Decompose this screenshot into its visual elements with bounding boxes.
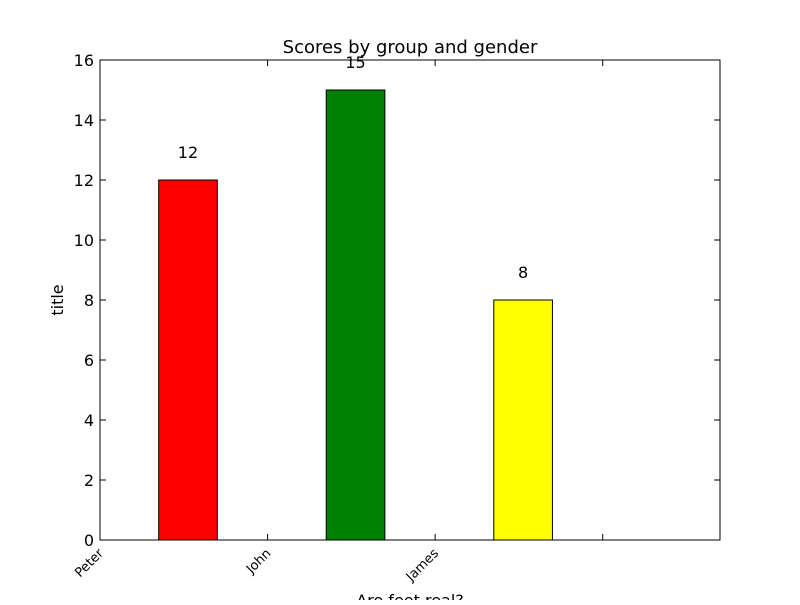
x-axis-label: Are feet real? [356, 591, 464, 600]
x-tick-label-john: John [243, 546, 274, 577]
y-tick-label-6: 6 [84, 351, 94, 370]
y-tick-label-2: 2 [84, 471, 94, 490]
data-labels-layer: 12 15 8 [178, 53, 528, 282]
y-tick-label-16: 16 [74, 51, 94, 70]
data-label-peter: 12 [178, 143, 198, 162]
data-label-james: 8 [518, 263, 528, 282]
y-tick-label-4: 4 [84, 411, 94, 430]
bar-peter [158, 179, 218, 541]
bar-john [325, 89, 386, 541]
x-tick-label-james: James [403, 546, 442, 585]
x-tick-label-peter: Peter [72, 546, 107, 581]
y-tick-label-10: 10 [74, 231, 94, 250]
bars-layer [158, 89, 553, 541]
y-tick-label-14: 14 [74, 111, 94, 130]
y-tick-label-0: 0 [84, 531, 94, 550]
bar-james [493, 299, 553, 541]
data-label-john: 15 [345, 53, 365, 72]
chart-title: Scores by group and gender [283, 37, 538, 58]
y-tick-label-12: 12 [74, 171, 94, 190]
y-tick-label-8: 8 [84, 291, 94, 310]
y-axis-label: title [48, 284, 67, 315]
